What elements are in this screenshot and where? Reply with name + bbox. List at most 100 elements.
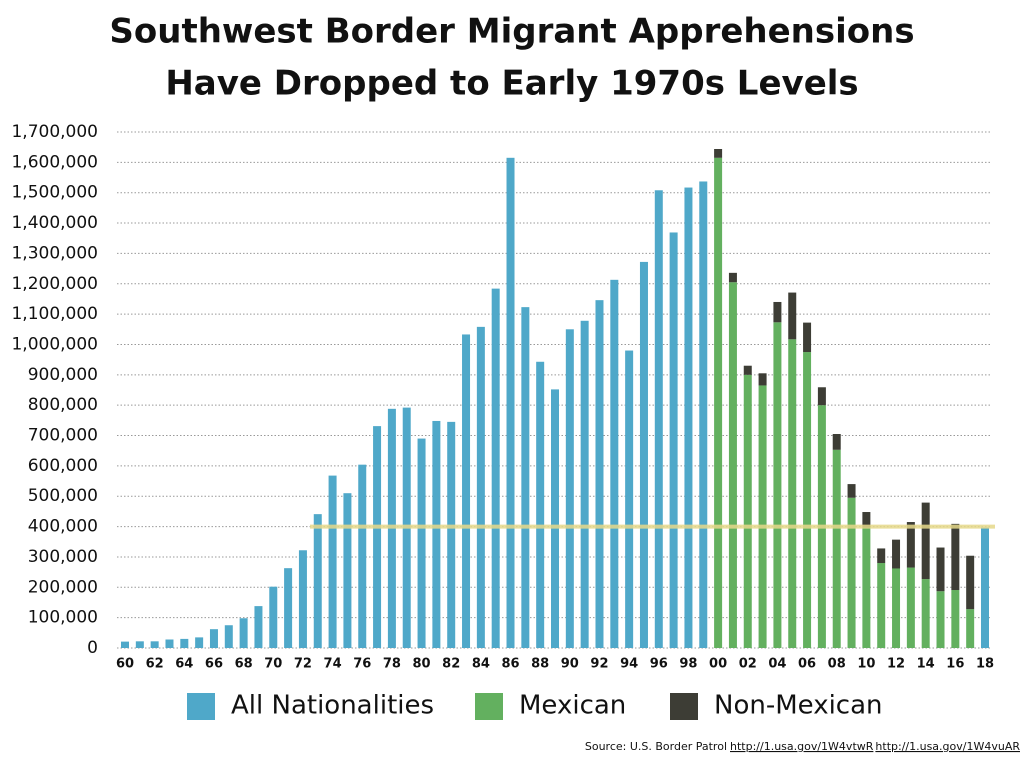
bar	[877, 563, 886, 648]
bar	[491, 288, 500, 648]
bar	[743, 365, 752, 375]
bar	[906, 522, 915, 568]
y-tick-label: 1,100,000	[11, 304, 98, 324]
x-tick-label: 62	[146, 657, 164, 672]
source-link-text[interactable]: http://1.usa.gov/1W4vtwR	[730, 740, 874, 753]
x-tick-label: 02	[739, 657, 757, 672]
x-tick-label: 04	[768, 657, 786, 672]
bar	[847, 484, 856, 498]
bar	[654, 190, 663, 648]
x-tick-label: 88	[531, 657, 549, 672]
legend-swatch	[187, 693, 215, 720]
x-tick-label: 80	[413, 657, 431, 672]
y-tick-label: 1,300,000	[11, 243, 98, 263]
x-tick-label: 96	[650, 657, 668, 672]
bar	[506, 157, 515, 649]
bar	[417, 438, 426, 648]
x-tick-label: 84	[472, 657, 490, 672]
bar	[728, 282, 737, 648]
bar	[476, 326, 485, 648]
x-tick-label: 98	[679, 657, 697, 672]
bar	[788, 339, 797, 648]
x-tick-label: 94	[620, 657, 638, 672]
legend-swatch	[670, 693, 698, 720]
source-link[interactable]: http://1.usa.gov/1W4vuAR	[875, 740, 1020, 753]
x-tick-label: 74	[324, 657, 342, 672]
bar	[269, 586, 278, 648]
source-link-text[interactable]: http://1.usa.gov/1W4vuAR	[875, 740, 1020, 753]
y-tick-label: 400,000	[28, 517, 98, 537]
bar	[758, 373, 767, 386]
y-tick-label: 1,000,000	[11, 334, 98, 354]
y-tick-label: 1,400,000	[11, 213, 98, 233]
x-tick-label: 08	[828, 657, 846, 672]
y-tick-label: 600,000	[28, 456, 98, 476]
legend-swatch	[475, 693, 503, 720]
legend-label: All Nationalities	[231, 691, 434, 721]
bar	[610, 279, 619, 648]
bar	[373, 426, 382, 648]
x-tick-label: 72	[294, 657, 312, 672]
bar	[817, 387, 826, 406]
bar	[728, 272, 737, 283]
bar	[699, 181, 708, 649]
bar	[921, 502, 930, 580]
source: Source: U.S. Border Patrol	[585, 740, 727, 753]
legend-label: Mexican	[519, 691, 626, 721]
bar	[936, 547, 945, 592]
bar	[862, 512, 871, 528]
bar	[981, 527, 989, 648]
bar	[565, 329, 574, 648]
bar	[551, 389, 559, 648]
bar	[847, 497, 856, 648]
bar	[788, 292, 797, 340]
y-tick-label: 200,000	[28, 577, 98, 597]
x-tick-label: 00	[709, 657, 727, 672]
legend-label: Non-Mexican	[714, 691, 883, 721]
bar	[580, 320, 589, 648]
bar	[284, 568, 293, 648]
chart-title: Southwest Border Migrant Apprehensions	[109, 12, 914, 52]
x-tick-label: 86	[501, 657, 519, 672]
bar	[921, 579, 930, 648]
bar	[892, 568, 901, 648]
bar	[224, 625, 233, 648]
bar	[254, 606, 263, 648]
x-tick-label: 78	[383, 657, 401, 672]
bar	[743, 374, 752, 648]
bar	[832, 434, 841, 450]
source-link[interactable]: http://1.usa.gov/1W4vtwR	[730, 740, 874, 753]
x-tick-label: 18	[976, 657, 994, 672]
x-tick-label: 16	[946, 657, 964, 672]
y-tick-label: 100,000	[28, 608, 98, 628]
bar	[966, 555, 975, 610]
bar	[625, 350, 634, 648]
bar	[195, 637, 204, 648]
y-tick-label: 1,600,000	[11, 152, 98, 172]
y-tick-label: 0	[87, 638, 98, 658]
bar	[462, 334, 471, 648]
bar	[832, 449, 841, 648]
bar	[343, 493, 352, 648]
bar	[892, 539, 901, 569]
bar	[906, 567, 915, 648]
bar	[358, 464, 367, 648]
x-tick-label: 90	[561, 657, 579, 672]
bar	[521, 307, 530, 648]
bar	[150, 641, 159, 648]
bar	[209, 629, 218, 648]
bar	[639, 261, 648, 648]
bar	[773, 322, 782, 648]
y-tick-label: 300,000	[28, 547, 98, 567]
bar	[877, 548, 886, 564]
y-tick-label: 800,000	[28, 395, 98, 415]
bar	[135, 641, 144, 648]
bar	[936, 591, 945, 648]
bar	[951, 590, 960, 648]
x-tick-label: 66	[205, 657, 223, 672]
x-tick-label: 12	[887, 657, 905, 672]
bar	[758, 385, 767, 648]
x-tick-label: 06	[798, 657, 816, 672]
bar	[773, 301, 782, 323]
